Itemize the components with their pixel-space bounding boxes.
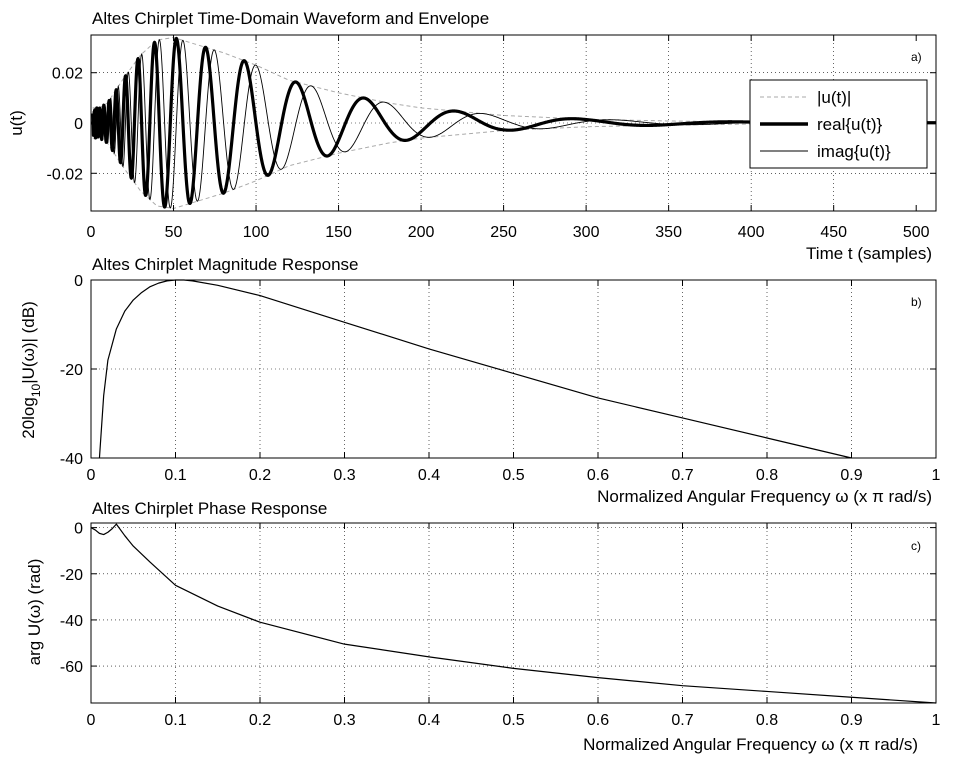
panel-b-ytick-label: -40 [60,451,83,468]
panel-b-xtick-label: 0.7 [671,467,693,484]
panel-c-ytick-label: -20 [60,567,83,584]
panel-c-xtick-label: 0.9 [840,712,862,729]
panel-c-xtick-label: 0 [87,712,96,729]
panel-a-xtick-label: 450 [820,224,847,241]
panel-a-xtick-label: 350 [655,224,682,241]
panel-b-xtick-label: 0.8 [756,467,778,484]
panel-b-ylabel-rest: |U(ω)| (dB) [19,301,38,384]
panel-b-xtick-label: 1 [932,467,941,484]
panel-c-title: Altes Chirplet Phase Response [92,499,327,518]
panel-b-xtick-label: 0.4 [418,467,440,484]
panel-b-ytick-label: 0 [74,273,83,290]
panel-a-xtick-label: 200 [408,224,435,241]
panel-b-xtick-label: 0.3 [333,467,355,484]
panel-a-ytick-label: 0.02 [52,66,83,83]
legend-label-real: real{u(t)} [817,115,883,134]
panel-a-letter: a) [911,50,922,64]
panel-magnitude: Altes Chirplet Magnitude Response 0 0.1 0.… [19,255,941,506]
panel-b-xtick-label: 0 [87,467,96,484]
panel-b-xtick-label: 0.2 [249,467,271,484]
panel-c-xtick-label: 1 [932,712,941,729]
panel-a-ytick-label: -0.02 [47,166,84,183]
panel-c-xtick-label: 0.7 [671,712,693,729]
series-phase [90,523,937,704]
panel-c-xtick-label: 0.8 [756,712,778,729]
panel-a-xtick-label: 300 [573,224,600,241]
panel-a-xtick-label: 150 [325,224,352,241]
panel-c-letter: c) [911,539,921,553]
panel-a-xtick-label: 50 [165,224,183,241]
panel-c-xtick-label: 0.1 [164,712,186,729]
panel-b-xtick-label: 0.6 [587,467,609,484]
panel-phase: Altes Chirplet Phase Response 0 0.1 0.2 0.3… [25,499,941,754]
legend: |u(t)| real{u(t)} imag{u(t)} [749,79,928,169]
panel-time-domain: Altes Chirplet Time-Domain Waveform and … [7,9,938,263]
panel-c-ytick-label: 0 [74,521,83,538]
panel-b-letter: b) [911,295,922,309]
panel-b-ylabel-sub: 10 [29,383,43,397]
panel-a-xtick-label: 400 [738,224,765,241]
series-envelope-upper [92,36,936,124]
panel-c-xtick-label: 0.5 [502,712,524,729]
panel-a-xtick-label: 100 [243,224,270,241]
panel-c-xtick-label: 0.3 [333,712,355,729]
panel-b-title: Altes Chirplet Magnitude Response [92,255,358,274]
panel-a-xlabel: Time t (samples) [806,244,932,263]
panel-a-xtick-label: 500 [903,224,930,241]
panel-c-xtick-label: 0.4 [418,712,440,729]
panel-a-ytick-label: 0 [74,116,83,133]
legend-label-imag: imag{u(t)} [817,142,891,161]
panel-c-ylabel: arg U(ω) (rad) [25,559,44,666]
panel-b-xtick-label: 0.9 [840,467,862,484]
panel-c-ytick-label: -60 [60,659,83,676]
panel-a-xtick-label: 0 [87,224,96,241]
panel-c-xtick-label: 0.6 [587,712,609,729]
panel-b-ylabel: 20log10|U(ω)| (dB) [19,301,43,439]
panel-b-xlabel: Normalized Angular Frequency ω (x π rad/… [597,487,932,506]
panel-b-xtick-label: 0.1 [164,467,186,484]
legend-label-envelope: |u(t)| [817,88,851,107]
panel-a-title: Altes Chirplet Time-Domain Waveform and … [92,9,489,28]
panel-b-ylabel-main: 20log [19,397,38,439]
panel-b-xtick-label: 0.5 [502,467,524,484]
panel-c-xlabel: Normalized Angular Frequency ω (x π rad/… [583,735,918,754]
panel-a-ylabel: u(t) [7,110,26,136]
panel-a-xtick-label: 250 [490,224,517,241]
panel-b-ytick-label: -20 [60,362,83,379]
panel-c-ytick-label: -40 [60,613,83,630]
panel-c-xtick-label: 0.2 [249,712,271,729]
